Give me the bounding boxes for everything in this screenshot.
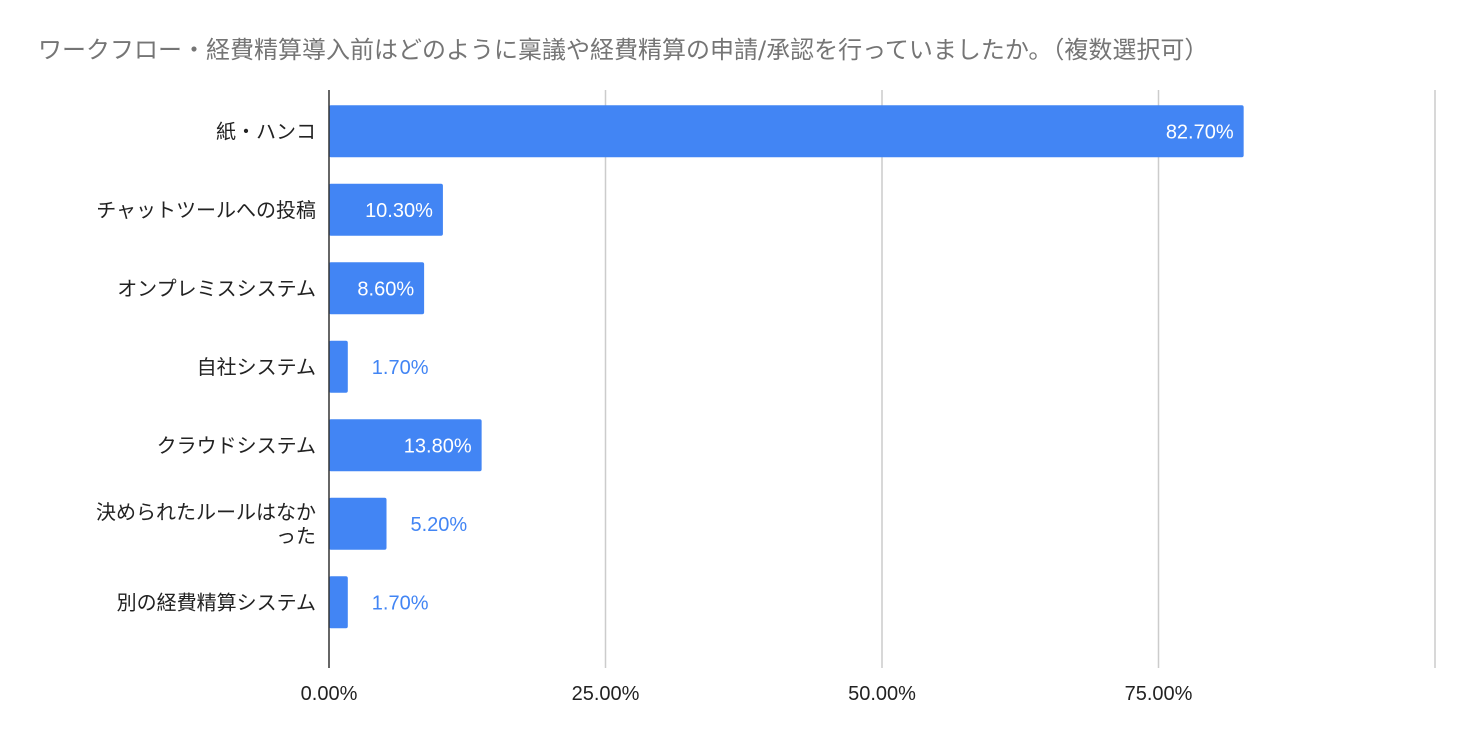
chart-title: ワークフロー・経費精算導入前はどのように稟議や経費精算の申請/承認を行っていまし… [38,36,1209,64]
category-label: 紙・ハンコ [216,119,316,143]
data-label: 8.60% [357,278,414,300]
category-label: 別の経費精算システム [117,590,316,614]
data-label: 10.30% [365,200,433,222]
x-tick-label: 0.00% [301,683,358,705]
data-label: 1.70% [372,592,429,614]
bar [329,419,482,472]
x-tick-label: 25.00% [572,683,640,705]
data-label: 1.70% [372,357,429,379]
gridlines [604,90,1436,668]
bar [329,105,1244,158]
data-label: 13.80% [404,435,472,457]
data-label: 82.70% [1166,121,1234,143]
labels: 82.70% 紙・ハンコ 10.30% チャットツールへの投稿 8.60% オンプレミスシ… [96,119,1234,705]
data-label: 5.20% [411,514,468,536]
x-tick-label: 75.00% [1125,683,1193,705]
bar [329,340,348,393]
category-label: った [276,524,316,548]
bars [329,105,1244,629]
category-label: チャットツールへの投稿 [96,198,316,222]
category-label: 決められたルールはなか [96,500,316,524]
x-tick-label: 50.00% [848,683,916,705]
category-label: オンプレミスシステム [117,276,316,300]
category-label: クラウドシステム [157,433,316,457]
bar [329,262,425,315]
category-label: 自社システム [197,355,316,379]
bar [329,497,387,550]
bar [329,576,348,629]
bar [329,183,443,236]
